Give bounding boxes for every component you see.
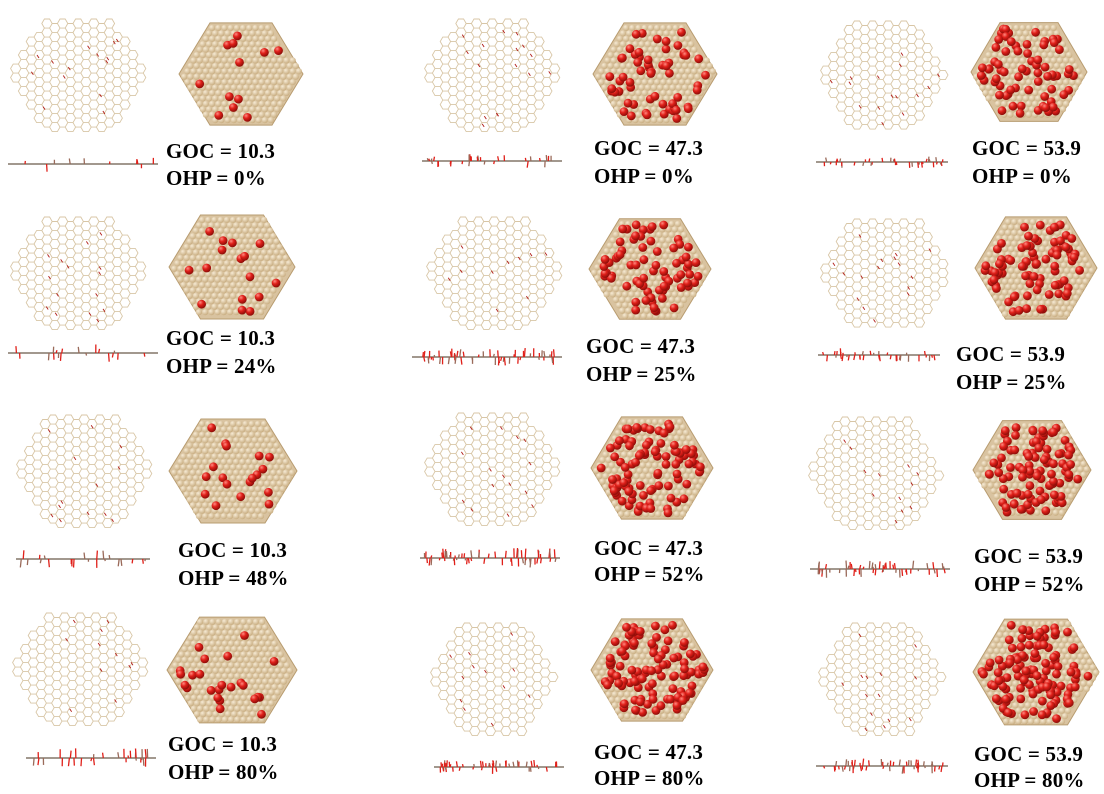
side-view-structure xyxy=(8,344,158,362)
side-view-structure xyxy=(434,760,564,774)
panel-goc-47-3-ohp-25: GOC = 47.3 OHP = 25% xyxy=(410,204,770,400)
sphere-model-top-view xyxy=(974,208,1098,328)
ohp-label: OHP = 80% xyxy=(594,766,705,791)
panel-goc-10-3-ohp-0: GOC = 10.3 OHP = 0% xyxy=(8,8,368,204)
wireframe-top-view xyxy=(818,12,948,137)
goc-label: GOC = 53.9 xyxy=(956,342,1065,367)
panel-goc-53-9-ohp-80: GOC = 53.9 OHP = 80% xyxy=(806,598,1104,794)
sphere-model-top-view xyxy=(972,610,1100,734)
goc-label: GOC = 53.9 xyxy=(974,544,1083,569)
wireframe-top-view xyxy=(424,208,564,338)
wireframe-top-view xyxy=(8,208,148,338)
side-view-structure xyxy=(816,156,948,168)
goc-label: GOC = 10.3 xyxy=(168,732,277,757)
sphere-model-top-view xyxy=(592,14,718,134)
panel-goc-53-9-ohp-52: GOC = 53.9 OHP = 52% xyxy=(800,400,1104,596)
goc-label: GOC = 53.9 xyxy=(972,136,1081,161)
ohp-label: OHP = 80% xyxy=(974,768,1085,793)
sphere-model-top-view xyxy=(168,410,298,532)
wireframe-top-view xyxy=(428,614,558,742)
wireframe-top-view xyxy=(806,408,944,538)
goc-label: GOC = 47.3 xyxy=(594,740,703,765)
side-view-structure xyxy=(16,550,150,568)
sphere-model-top-view xyxy=(168,206,296,328)
sphere-model-top-view xyxy=(588,210,712,328)
side-view-structure xyxy=(26,748,156,768)
side-view-structure xyxy=(816,758,948,774)
side-view-structure xyxy=(8,156,158,172)
ohp-label: OHP = 52% xyxy=(594,562,705,587)
goc-label: GOC = 47.3 xyxy=(586,334,695,359)
sphere-model-top-view xyxy=(590,610,714,730)
side-view-structure xyxy=(412,348,562,366)
sphere-model-top-view xyxy=(178,14,304,134)
ohp-label: OHP = 0% xyxy=(972,164,1072,189)
panel-goc-47-3-ohp-0: GOC = 47.3 OHP = 0% xyxy=(420,8,780,204)
side-view-structure xyxy=(818,348,940,362)
wireframe-top-view xyxy=(818,210,952,336)
panel-goc-53-9-ohp-25: GOC = 53.9 OHP = 25% xyxy=(806,204,1104,400)
ohp-label: OHP = 25% xyxy=(956,370,1067,395)
ohp-label: OHP = 52% xyxy=(974,572,1085,597)
ohp-label: OHP = 80% xyxy=(168,760,279,785)
goc-label: GOC = 47.3 xyxy=(594,536,703,561)
sphere-model-top-view xyxy=(972,412,1092,528)
side-view-structure xyxy=(422,154,562,168)
panel-goc-10-3-ohp-80: GOC = 10.3 OHP = 80% xyxy=(8,598,368,794)
panel-goc-10-3-ohp-48: GOC = 10.3 OHP = 48% xyxy=(8,400,368,596)
wireframe-top-view xyxy=(422,10,562,140)
ohp-label: OHP = 24% xyxy=(166,354,277,379)
panel-goc-47-3-ohp-52: GOC = 47.3 OHP = 52% xyxy=(414,400,774,596)
wireframe-top-view xyxy=(8,10,148,140)
wireframe-top-view xyxy=(10,604,150,734)
ohp-label: OHP = 0% xyxy=(594,164,694,189)
goc-label: GOC = 47.3 xyxy=(594,136,703,161)
panel-goc-10-3-ohp-24: GOC = 10.3 OHP = 24% xyxy=(8,204,368,400)
sphere-model-top-view xyxy=(590,408,714,528)
panel-goc-47-3-ohp-80: GOC = 47.3 OHP = 80% xyxy=(424,598,784,794)
side-view-structure xyxy=(420,548,560,568)
goc-label: GOC = 10.3 xyxy=(166,326,275,351)
goc-label: GOC = 10.3 xyxy=(166,139,275,164)
ohp-label: OHP = 48% xyxy=(178,566,289,591)
sphere-model-top-view xyxy=(166,608,298,732)
wireframe-top-view xyxy=(816,614,946,742)
goc-label: GOC = 10.3 xyxy=(178,538,287,563)
panel-goc-53-9-ohp-0: GOC = 53.9 OHP = 0% xyxy=(812,8,1104,204)
wireframe-top-view xyxy=(14,406,154,534)
goc-label: GOC = 53.9 xyxy=(974,742,1083,767)
wireframe-top-view xyxy=(422,404,562,534)
ohp-label: OHP = 0% xyxy=(166,166,266,191)
side-view-structure xyxy=(810,560,950,578)
sphere-model-top-view xyxy=(970,14,1088,130)
ohp-label: OHP = 25% xyxy=(586,362,697,387)
